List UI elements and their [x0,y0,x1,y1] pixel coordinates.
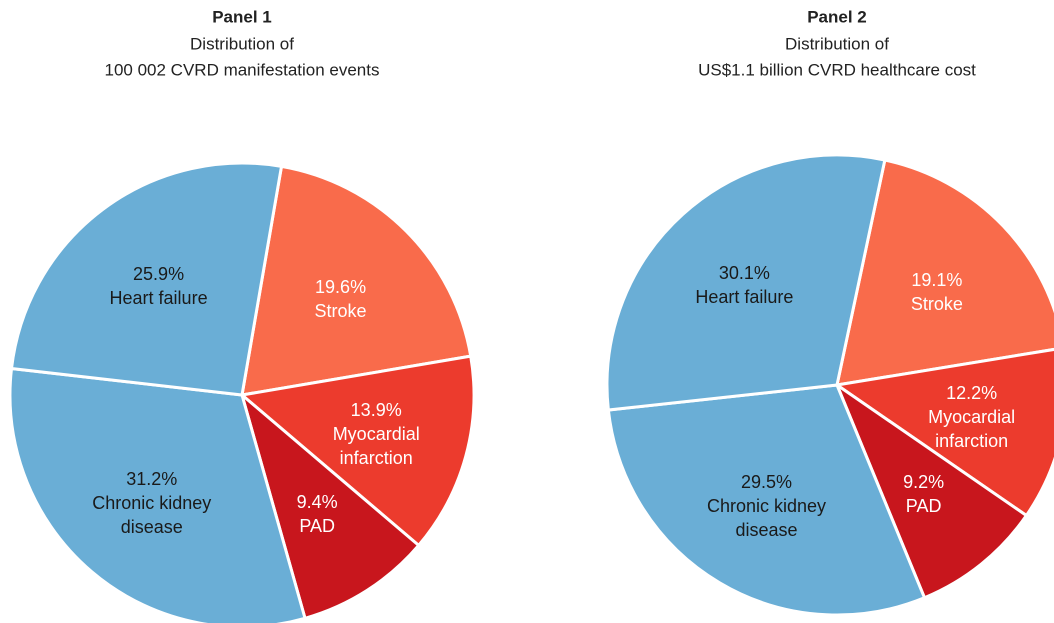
category-label: Chronic kidney disease [92,493,212,537]
category-label: Myocardial infarction [332,423,420,468]
slice-label: 19.6% Stroke [266,259,416,339]
value-label: 19.6% [315,276,367,297]
category-label: PAD [905,496,942,517]
slice-label: 19.1% Stroke [862,252,1012,332]
value-label: 12.2% [946,383,998,404]
chart-title: Panel 1 [212,7,272,26]
category-label: PAD [299,516,335,537]
pie-slice [833,347,1054,518]
category-label: Myocardial infarction [928,407,1016,452]
slice-label-box: 19.1% Stroke [862,252,1012,332]
value-label: 9.2% [903,472,945,493]
pie-slice [606,383,927,617]
slice-label-box: 31.2% Chronic kidney disease [77,463,227,543]
value-label: 30.1% [718,262,770,283]
slice-label: 30.1% Heart failure [669,245,819,325]
pie-slice [9,161,284,397]
slice-label-box: 13.9% Myocardial infarction [301,394,451,474]
slice-label: 25.9% Heart failure [84,246,234,326]
pie-slice [238,354,476,548]
value-label: 19.1% [911,269,963,290]
value-label: 29.5% [741,471,793,492]
slice-label-box: 19.6% Stroke [266,259,416,339]
category-label: Stroke [910,293,963,314]
slice-label-box: 25.9% Heart failure [84,246,234,326]
chart-subtitle: Distribution of [190,34,294,53]
pie-slice [833,380,1029,600]
chart-subtitle: US$1.1 billion CVRD healthcare cost [698,60,976,79]
slice-label-box: 9.2% PAD [849,454,999,534]
category-label: Stroke [314,300,367,321]
pie-slice [240,164,473,397]
chart-subtitle: Distribution of [785,34,889,53]
slice-label: 12.2% Myocardial infarction [897,377,1047,457]
slice-label-box: 9.4% PAD [242,474,392,554]
slice-label: 29.5% Chronic kidney disease [692,466,842,546]
category-label: Heart failure [109,287,208,308]
category-label: Heart failure [695,286,794,307]
value-label: 25.9% [133,263,185,284]
value-label: 9.4% [296,492,338,513]
pie-slice [8,366,307,623]
slice-label-box: 29.5% Chronic kidney disease [692,466,842,546]
chart-title: Panel 2 [807,7,867,26]
slice-label: 31.2% Chronic kidney disease [77,463,227,543]
pie-slice [605,153,887,412]
pie-slice [835,158,1054,387]
slice-label: 9.2% PAD [849,454,999,534]
slice-label-box: 12.2% Myocardial infarction [897,377,1047,457]
slice-label-box: 30.1% Heart failure [669,245,819,325]
value-label: 13.9% [350,399,402,420]
category-label: Chronic kidney disease [707,495,827,540]
slice-label: 9.4% PAD [242,474,392,554]
value-label: 31.2% [126,469,178,489]
pie-slice [239,390,421,621]
chart-subtitle: 100 002 CVRD manifestation events [105,60,380,79]
slice-label: 13.9% Myocardial infarction [301,394,451,474]
